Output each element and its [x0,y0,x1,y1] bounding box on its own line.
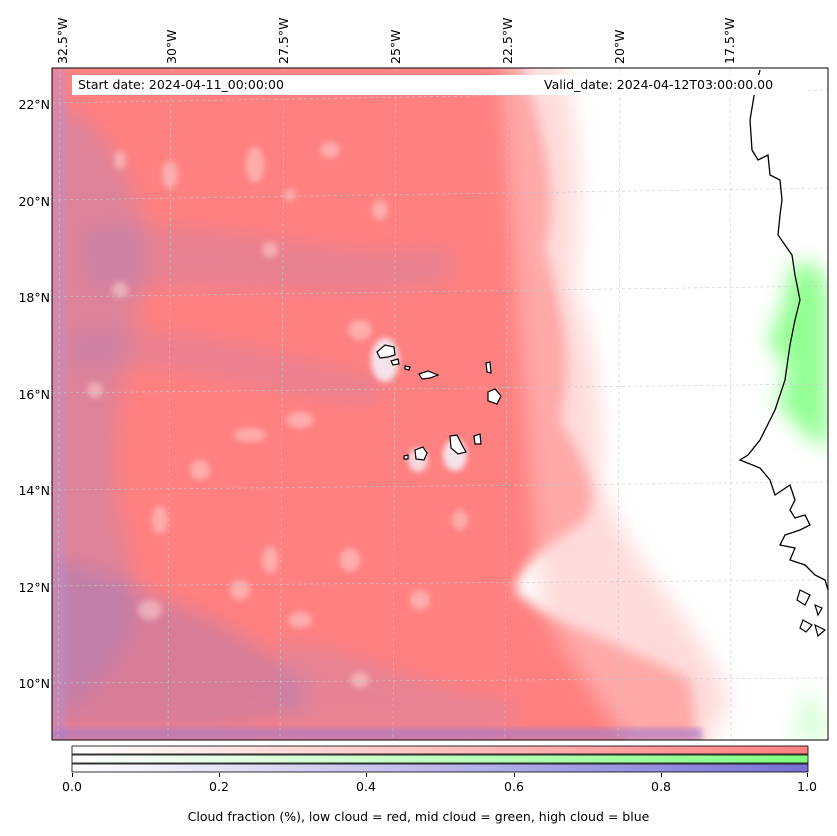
graticule [52,68,828,740]
lat-label-18n: 18°N [18,290,50,305]
colorbar-tick-0-4: 0.4 [356,779,376,794]
cape-verde-islands [376,344,502,461]
island-sao-nicolau [418,370,440,380]
lon-label-30w: 30°W [164,29,179,64]
island-santo-antao [376,344,396,359]
colorbar-tick-1: 1.0 [797,779,817,794]
lat-label-12n: 12°N [18,580,50,595]
island-santa-luzia [404,365,411,371]
lat-label-10n: 10°N [18,676,50,691]
colorbar-tick-0-6: 0.6 [504,779,524,794]
colorbar-tickmark [661,773,662,777]
island-brava [403,454,409,460]
colorbar-tickmark [807,773,808,777]
lon-label-25w: 25°W [388,29,403,64]
lon-label-27-5w: 27.5°W [276,17,291,64]
colorbar-tickmark [72,773,73,777]
start-date-label: Start date: 2024-04-11_00:00:00 [72,75,548,95]
lon-label-20w: 20°W [612,29,627,64]
colorbar-tickmark [219,773,220,777]
mid-cloud-faint [790,690,828,740]
lat-label-20n: 20°N [18,194,50,209]
valid-date-label: Valid_date: 2024-04-12T03:00:00.00 [540,75,808,95]
map-frame [51,67,829,741]
high-cloud-south-east [280,640,521,730]
bijagos-islands [796,589,827,638]
clear-sky-patches [87,142,468,688]
mid-cloud-layer [765,262,828,450]
south-edge-shade [52,728,702,740]
lat-label-22n: 22°N [18,97,50,112]
island-sao-vicente [390,358,400,366]
cloud-layers [52,68,828,740]
island-maio [473,433,482,445]
lon-label-32-5w: 32.5°W [55,17,70,64]
colorbar-tickmark [366,773,367,777]
colorbar-tickmark [514,773,515,777]
high-cloud-band-1 [80,225,456,291]
island-boa-vista [487,388,502,405]
lat-label-14n: 14°N [18,483,50,498]
lat-label-16n: 16°N [18,387,50,402]
lon-label-17-5w: 17.5°W [722,17,737,64]
africa-coastline [738,69,829,591]
island-sal [485,361,492,374]
high-cloud-south [52,560,309,730]
colorbar-low-row [71,745,809,755]
island-fogo [414,446,428,461]
colorbar-tick-0-8: 0.8 [651,779,671,794]
lon-label-22-5w: 22.5°W [500,17,515,64]
low-cloud-fringe [500,68,730,740]
colorbar-high-row [71,763,809,773]
island-santiago [449,434,467,455]
colorbar-tick-0-2: 0.2 [209,779,229,794]
colorbar-tick-0: 0.0 [62,779,82,794]
high-cloud-band-2 [70,328,387,403]
colorbar-label: Cloud fraction (%), low cloud = red, mid… [187,809,650,824]
colorbar-mid-row [71,754,809,764]
